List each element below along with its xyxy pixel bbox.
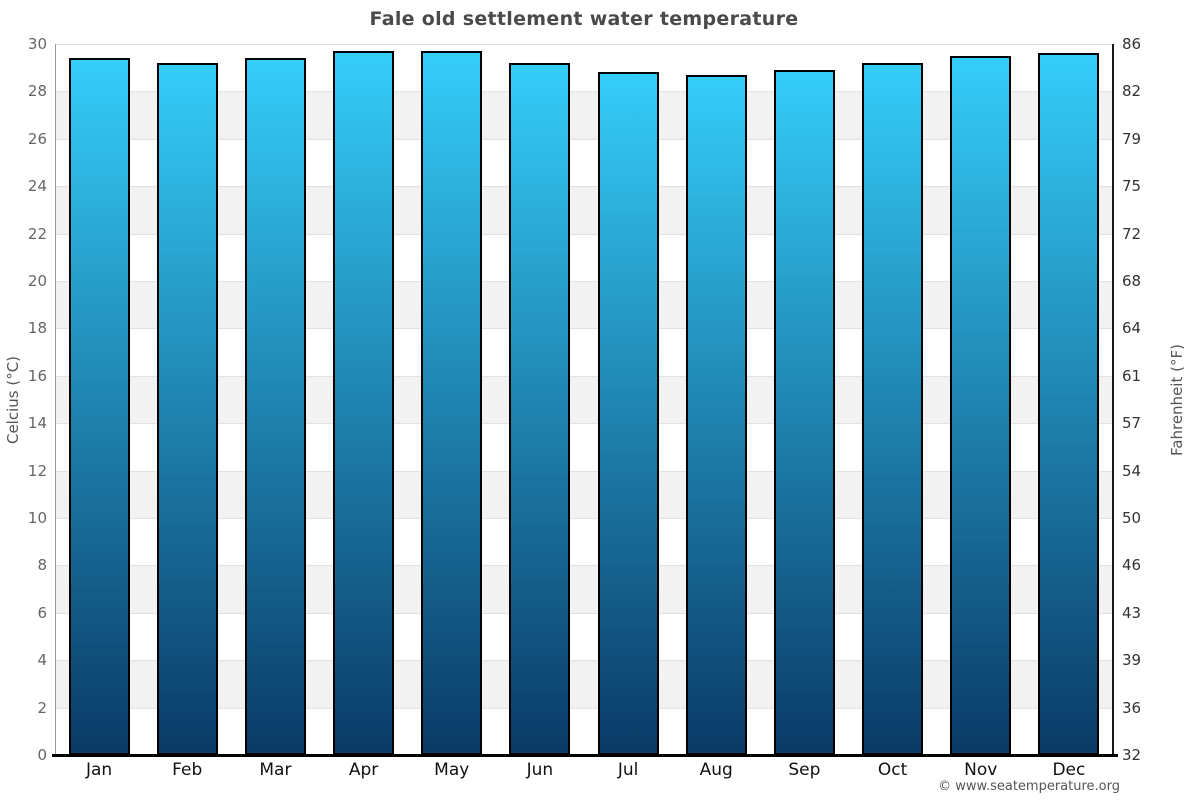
ytick-fahrenheit-39: 39: [1122, 651, 1142, 670]
gridline: [55, 44, 1113, 45]
ytick-fahrenheit-75: 75: [1122, 177, 1142, 196]
ytick-celsius-18: 18: [27, 319, 47, 338]
bar-jun: [509, 62, 571, 755]
ytick-celsius-28: 28: [27, 82, 47, 101]
ytick-fahrenheit-64: 64: [1122, 319, 1142, 338]
gridline: [55, 612, 1113, 614]
ytick-celsius-12: 12: [27, 461, 47, 480]
ytick-celsius-0: 0: [37, 746, 47, 764]
bar-mar: [244, 58, 306, 755]
gridline: [55, 281, 1113, 282]
gray-band: [55, 565, 1113, 613]
xlabel-aug: Aug: [699, 760, 733, 780]
gridline: [55, 375, 1113, 377]
ytick-fahrenheit-79: 79: [1122, 129, 1142, 148]
bar-apr: [333, 51, 395, 755]
ytick-celsius-20: 20: [27, 272, 47, 290]
ytick-celsius-10: 10: [27, 509, 47, 527]
bar-dec: [1038, 53, 1100, 755]
bar-aug: [685, 74, 747, 755]
ytick-celsius-14: 14: [27, 414, 47, 433]
ytick-fahrenheit-43: 43: [1122, 603, 1142, 622]
y-axis-line-left: [55, 44, 56, 755]
xlabel-may: May: [434, 760, 470, 780]
ytick-celsius-8: 8: [37, 556, 47, 575]
ytick-fahrenheit-82: 82: [1122, 82, 1142, 101]
gridline: [55, 328, 1113, 330]
y-axis-title-fahrenheit: Fahrenheit (°F): [1168, 344, 1186, 456]
bar-sep: [773, 70, 835, 755]
y-axis-title-celsius: Celcius (°C): [4, 355, 22, 445]
xlabel-sep: Sep: [788, 760, 821, 780]
xlabel-apr: Apr: [348, 760, 379, 780]
ytick-celsius-16: 16: [27, 366, 47, 385]
copyright-text: © www.seatemperature.org: [938, 779, 1120, 794]
ytick-celsius-2: 2: [37, 698, 47, 717]
ytick-celsius-26: 26: [27, 129, 47, 148]
ytick-celsius-30: 30: [27, 35, 47, 53]
gridline: [55, 565, 1113, 567]
ytick-fahrenheit-72: 72: [1122, 224, 1142, 243]
gray-band: [55, 375, 1113, 424]
ytick-fahrenheit-46: 46: [1122, 556, 1142, 575]
bar-may: [421, 51, 483, 755]
ytick-fahrenheit-36: 36: [1122, 698, 1142, 717]
xlabel-oct: Oct: [877, 760, 908, 780]
gray-band: [55, 186, 1113, 234]
plot-area: [55, 44, 1113, 755]
ytick-celsius-4: 4: [37, 651, 47, 670]
bar-jul: [597, 72, 659, 755]
ytick-fahrenheit-32: 32: [1122, 746, 1142, 764]
ytick-fahrenheit-86: 86: [1122, 35, 1142, 53]
gridline: [55, 660, 1113, 662]
bar-nov: [950, 55, 1012, 755]
gray-band: [55, 281, 1113, 329]
gray-band: [55, 470, 1113, 518]
gray-band: [55, 91, 1113, 139]
xlabel-dec: Dec: [1052, 760, 1086, 780]
y-axis-line-right: [1112, 44, 1114, 755]
gridline: [55, 186, 1113, 188]
xlabel-feb: Feb: [172, 760, 203, 780]
ytick-fahrenheit-50: 50: [1122, 509, 1142, 527]
gridline: [55, 707, 1113, 709]
gridline: [55, 91, 1113, 93]
xlabel-jun: Jun: [526, 760, 554, 780]
xlabel-nov: Nov: [964, 760, 998, 780]
gridline: [55, 470, 1113, 472]
chart-title: Fale old settlement water temperature: [369, 8, 799, 30]
ytick-fahrenheit-61: 61: [1122, 366, 1142, 385]
xlabel-mar: Mar: [259, 760, 292, 780]
bar-jan: [68, 58, 130, 755]
gray-band: [55, 660, 1113, 708]
gridline: [55, 138, 1113, 140]
xlabel-jan: Jan: [85, 760, 113, 780]
ytick-celsius-24: 24: [27, 177, 47, 196]
bar-feb: [156, 62, 218, 755]
ytick-celsius-6: 6: [37, 603, 47, 622]
ytick-fahrenheit-54: 54: [1122, 461, 1142, 480]
gridline: [55, 233, 1113, 235]
gridline: [55, 423, 1113, 425]
bar-oct: [862, 62, 924, 755]
ytick-celsius-22: 22: [27, 224, 47, 243]
x-axis-line: [52, 754, 1118, 757]
xlabel-jul: Jul: [617, 760, 639, 780]
ytick-fahrenheit-57: 57: [1122, 414, 1142, 433]
gridline: [55, 518, 1113, 519]
ytick-fahrenheit-68: 68: [1122, 272, 1142, 290]
